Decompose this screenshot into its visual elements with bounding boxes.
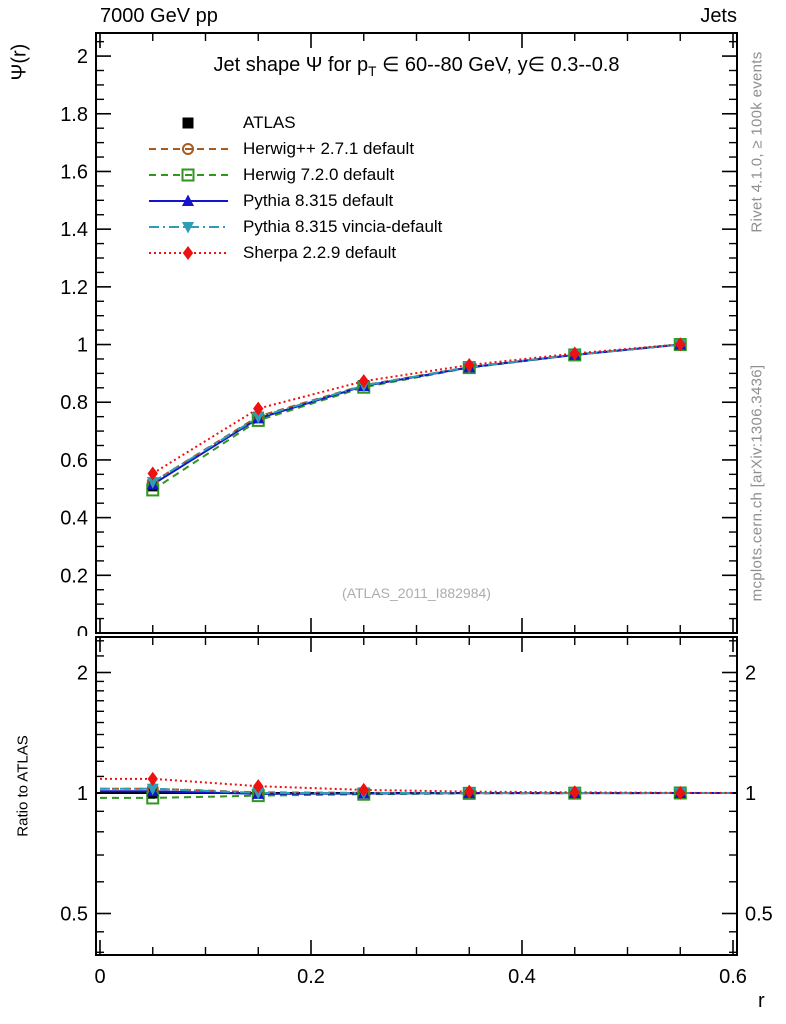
legend-label: Herwig++ 2.7.1 default xyxy=(243,139,415,158)
legend-item-pythia: Pythia 8.315 default xyxy=(146,188,442,214)
legend-item-herwig7: Herwig 7.2.0 default xyxy=(146,162,442,188)
svg-text:1: 1 xyxy=(745,783,756,805)
svg-text:1.8: 1.8 xyxy=(60,104,88,126)
svg-text:2: 2 xyxy=(745,663,756,685)
svg-text:1: 1 xyxy=(77,783,88,805)
legend: ATLAS Herwig++ 2.7.1 default Herwig 7.2.0 … xyxy=(146,110,442,266)
plot-title-prefix: Jet shape Ψ for p xyxy=(213,54,369,76)
svg-text:0.5: 0.5 xyxy=(745,904,773,926)
herwigpp-legend-marker-icon xyxy=(149,143,228,155)
herwig7-legend-marker-icon xyxy=(149,168,228,182)
svg-text:2: 2 xyxy=(77,663,88,685)
legend-item-herwigpp: Herwig++ 2.7.1 default xyxy=(146,136,442,162)
svg-text:0.6: 0.6 xyxy=(719,966,747,988)
ratio-panel: 0.5 0.5 1 1 2 2 0 0.2 0.4 0.6 xyxy=(60,636,773,988)
legend-item-sherpa: Sherpa 2.2.9 default xyxy=(146,240,442,266)
svg-text:0.6: 0.6 xyxy=(60,450,88,472)
legend-item-vincia: Pythia 8.315 vincia-default xyxy=(146,214,442,240)
legend-label: Pythia 8.315 default xyxy=(243,191,394,210)
legend-item-atlas: ATLAS xyxy=(146,110,442,136)
svg-text:0.4: 0.4 xyxy=(508,966,536,988)
x-axis-title: r xyxy=(758,990,765,1012)
rivet-version-note: Rivet 4.1.0, ≥ 100k events xyxy=(748,51,766,233)
header-analysis-label: Jets xyxy=(700,5,737,27)
legend-label: Herwig 7.2.0 default xyxy=(243,165,395,184)
header-beam-label: 7000 GeV pp xyxy=(100,5,218,27)
svg-text:0: 0 xyxy=(77,623,88,645)
atlas-legend-marker-icon xyxy=(182,117,194,129)
vincia-legend-marker-icon xyxy=(149,222,228,234)
svg-text:0: 0 xyxy=(94,966,105,988)
analysis-id-watermark: (ATLAS_2011_I882984) xyxy=(342,585,491,601)
mcplots-arxiv-note: mcplots.cern.ch [arXiv:1306.3436] xyxy=(748,364,766,602)
sherpa-legend-marker-icon xyxy=(149,246,228,260)
svg-text:0.8: 0.8 xyxy=(60,392,88,414)
pythia-legend-marker-icon xyxy=(149,194,228,206)
ratio-y-axis-title: Ratio to ATLAS xyxy=(14,735,32,837)
legend-label: ATLAS xyxy=(243,113,296,132)
legend-label: Sherpa 2.2.9 default xyxy=(243,243,397,262)
svg-text:0.2: 0.2 xyxy=(297,966,325,988)
main-y-axis-title: Ψ(r) xyxy=(8,43,31,81)
svg-text:1.4: 1.4 xyxy=(60,219,88,241)
svg-text:0.4: 0.4 xyxy=(60,508,88,530)
svg-text:1: 1 xyxy=(77,335,88,357)
main-panel: 0 0.2 0.4 0.6 0.8 1 1.2 1.4 1.6 1.8 2 xyxy=(60,32,738,645)
plot-title-subscript: T xyxy=(368,64,377,79)
plot-title-suffix: ∈ 60--80 GeV, y∈ 0.3--0.8 xyxy=(376,54,620,76)
svg-text:0.2: 0.2 xyxy=(60,565,88,587)
legend-label: Pythia 8.315 vincia-default xyxy=(243,217,443,236)
svg-text:0.5: 0.5 xyxy=(60,904,88,926)
svg-text:1.2: 1.2 xyxy=(60,277,88,299)
svg-text:1.6: 1.6 xyxy=(60,161,88,183)
plot-title: Jet shape Ψ for pT ∈ 60--80 GeV, y∈ 0.3-… xyxy=(96,52,737,79)
svg-text:2: 2 xyxy=(77,46,88,68)
